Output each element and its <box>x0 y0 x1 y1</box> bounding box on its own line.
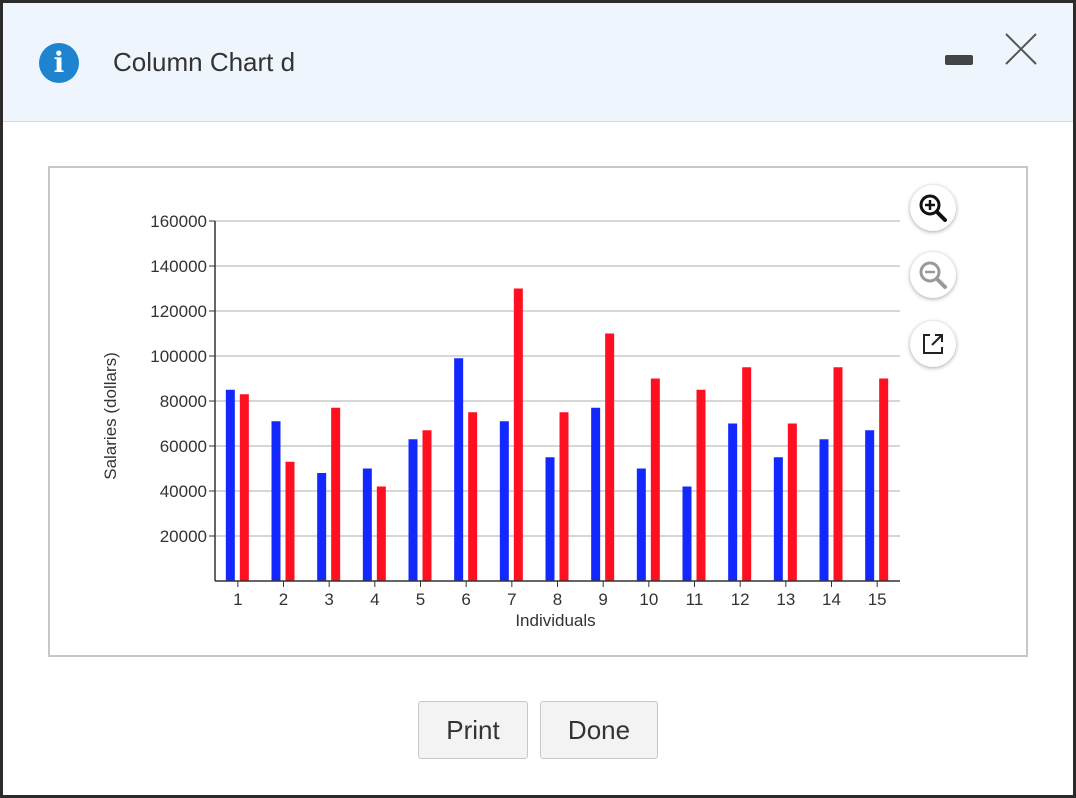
dialog-title: Column Chart d <box>113 47 296 77</box>
column-chart: 2000040000600008000010000012000014000016… <box>101 212 900 630</box>
bar-series-2 <box>650 378 660 581</box>
x-tick-label: 7 <box>507 590 516 609</box>
x-tick-label: 11 <box>686 590 704 609</box>
zoom-out-icon[interactable] <box>910 252 956 298</box>
bar-series-2 <box>879 378 889 581</box>
bar-series-2 <box>239 394 249 581</box>
x-tick-label: 3 <box>324 590 333 609</box>
bar-series-1 <box>362 468 372 581</box>
dialog-header: i Column Chart d <box>3 3 1073 122</box>
x-tick-label: 4 <box>370 590 379 609</box>
bar-series-1 <box>865 430 875 581</box>
bar-series-2 <box>331 407 341 581</box>
bar-series-1 <box>682 486 692 581</box>
chart-dialog: i Column Chart d 20000 40000 60000 80000 100… <box>3 3 1073 795</box>
x-tick-label: 5 <box>416 590 425 609</box>
bar-series-1 <box>408 439 418 581</box>
bar-series-2 <box>422 430 432 581</box>
minimize-icon[interactable] <box>945 55 973 65</box>
x-tick-label: 12 <box>731 590 750 609</box>
chart-container: 20000 40000 60000 80000 100000 120000 140000 16… <box>48 166 1028 657</box>
external-link-icon[interactable] <box>910 321 956 367</box>
bar-series-1 <box>271 421 281 581</box>
zoom-in-icon[interactable] <box>910 185 956 231</box>
y-tick-label: 100000 <box>150 347 207 366</box>
close-icon[interactable] <box>1003 31 1039 67</box>
bar-series-2 <box>833 367 843 581</box>
bar-series-2 <box>513 288 523 581</box>
bar-series-1 <box>728 423 738 581</box>
bar-series-1 <box>819 439 829 581</box>
y-tick-label: 160000 <box>150 212 207 231</box>
x-tick-label: 15 <box>868 590 887 609</box>
bar-series-2 <box>468 412 478 581</box>
y-axis-title: Salaries (dollars) <box>101 352 120 480</box>
bar-series-1 <box>545 457 555 581</box>
y-tick-label: 60000 <box>160 437 207 456</box>
y-tick-label: 80000 <box>160 392 207 411</box>
info-icon: i <box>39 43 79 83</box>
bar-series-2 <box>285 461 295 581</box>
bar-series-2 <box>787 423 797 581</box>
y-tick-label: 140000 <box>150 257 207 276</box>
x-tick-label: 13 <box>776 590 795 609</box>
bar-series-2 <box>376 486 386 581</box>
x-axis-title: Individuals <box>515 611 595 630</box>
bar-series-2 <box>742 367 752 581</box>
y-tick-label: 20000 <box>160 527 207 546</box>
bar-series-1 <box>499 421 509 581</box>
x-tick-label: 1 <box>233 590 242 609</box>
x-tick-label: 9 <box>598 590 607 609</box>
bar-series-1 <box>591 407 601 581</box>
x-tick-label: 14 <box>822 590 841 609</box>
bar-series-2 <box>696 389 706 581</box>
bar-series-1 <box>454 358 464 581</box>
x-tick-label: 6 <box>461 590 470 609</box>
bar-series-1 <box>225 389 235 581</box>
bar-series-1 <box>317 473 327 581</box>
bar-series-2 <box>605 333 615 581</box>
y-tick-label: 40000 <box>160 482 207 501</box>
bar-series-2 <box>559 412 569 581</box>
y-tick-label: 120000 <box>150 302 207 321</box>
x-tick-label: 8 <box>553 590 562 609</box>
x-tick-label: 10 <box>639 590 658 609</box>
print-button[interactable]: Print <box>418 701 528 759</box>
bar-series-1 <box>773 457 783 581</box>
done-button[interactable]: Done <box>540 701 658 759</box>
bar-series-1 <box>636 468 646 581</box>
x-tick-label: 2 <box>279 590 288 609</box>
